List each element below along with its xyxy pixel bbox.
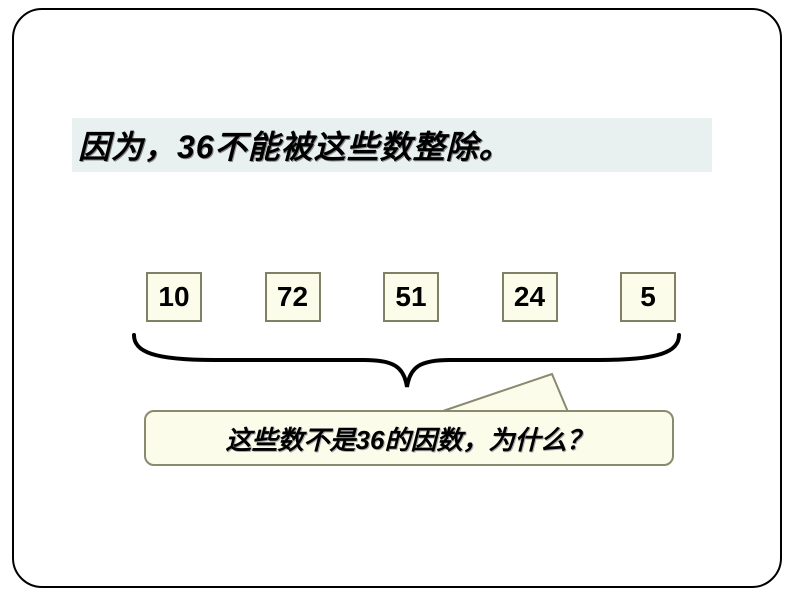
slide-frame: 因为，36不能被这些数整除。 10 72 51 24 5 这些数不是36的因数，… xyxy=(12,8,782,588)
number-box: 24 xyxy=(502,272,558,322)
title-text: 因为，36不能被这些数整除。 xyxy=(78,122,512,168)
title-box: 因为，36不能被这些数整除。 xyxy=(72,118,712,172)
number-box: 10 xyxy=(146,272,202,322)
brace-icon xyxy=(114,332,699,392)
callout-box: 这些数不是36的因数，为什么？ xyxy=(144,410,674,466)
number-box: 5 xyxy=(620,272,676,322)
number-box: 51 xyxy=(383,272,439,322)
number-box: 72 xyxy=(265,272,321,322)
numbers-row: 10 72 51 24 5 xyxy=(146,272,676,322)
callout-text: 这些数不是36的因数，为什么？ xyxy=(226,420,593,457)
